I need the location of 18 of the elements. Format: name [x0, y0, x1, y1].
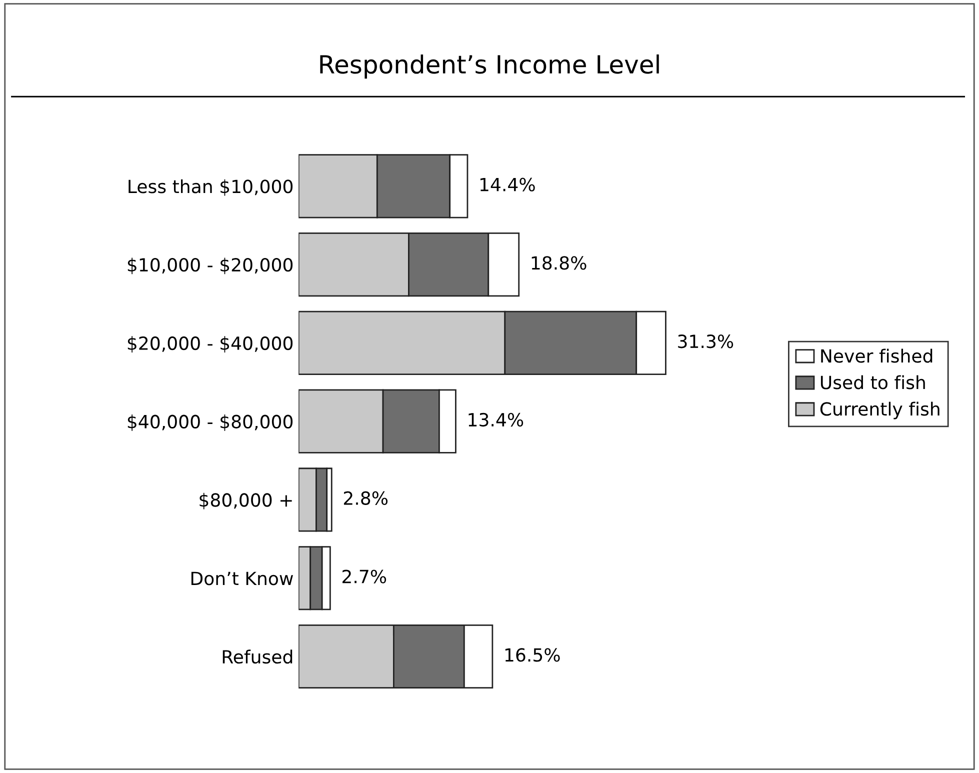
legend-label: Used to fish [820, 375, 925, 390]
y-tick-label: Don’t Know [191, 572, 293, 586]
annotation: 18.8% [532, 256, 586, 270]
y-tick-label: $40,000 - $80,000 [128, 414, 293, 431]
y-tick-label: $80,000 + [200, 492, 292, 510]
legend-label: Currently fish [820, 402, 940, 420]
annotation: 2.8% [344, 491, 388, 505]
y-tick-label: $20,000 - $40,000 [128, 336, 293, 352]
annotation: 2.7% [342, 570, 386, 584]
y-tick-label: $10,000 - $20,000 [128, 258, 293, 274]
annotation: 16.5% [505, 648, 560, 662]
y-tick-label: Less than $10,000 [128, 179, 293, 196]
chart-title: Respondent’s Income Level [320, 54, 659, 79]
annotation: 13.4% [468, 412, 524, 427]
annotation: 14.4% [480, 178, 535, 192]
text: 31.3% [678, 334, 734, 348]
legend-label: Never fished [821, 348, 932, 363]
y-tick-label: Refused [222, 650, 292, 664]
